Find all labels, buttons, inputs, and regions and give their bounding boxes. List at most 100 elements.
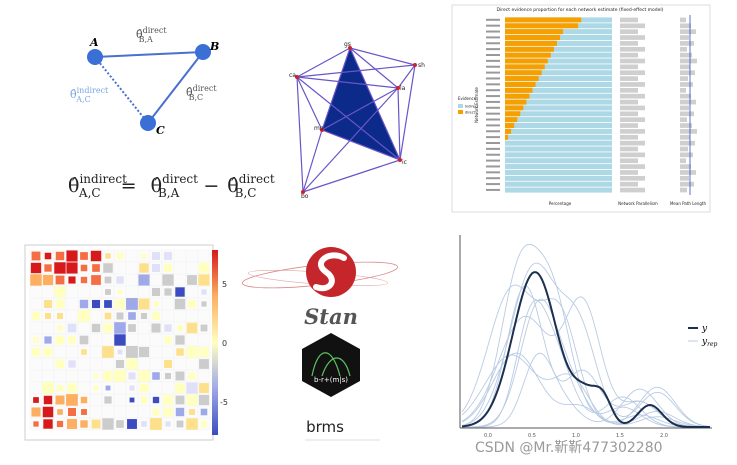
cell-square (54, 262, 66, 274)
legend-swatch (458, 110, 463, 114)
cell (149, 345, 163, 359)
row-gray (620, 46, 645, 52)
cell-square (44, 300, 52, 308)
cell-square (104, 300, 112, 308)
cell-square (152, 408, 160, 416)
cell (65, 345, 79, 359)
cell (125, 333, 139, 347)
text-part: A,C (75, 95, 90, 104)
cell (161, 381, 175, 395)
row-gray (680, 123, 692, 128)
row-gray (680, 105, 689, 111)
edge-label: θ̂direct B,A (136, 26, 167, 44)
cell (173, 357, 187, 371)
cell-square (117, 289, 123, 295)
row-bg (505, 117, 612, 123)
row-gray (620, 176, 645, 181)
edge (94, 51, 204, 58)
cell-square (55, 275, 65, 285)
row-gray (680, 140, 695, 146)
text-part: rep (707, 341, 717, 348)
x-tick-label: 1.5 (616, 433, 624, 439)
row-direct (505, 134, 509, 140)
cell (173, 261, 187, 275)
cell (29, 369, 43, 383)
cell-square (102, 418, 114, 430)
text-part: − (203, 175, 219, 197)
row-gray (680, 52, 692, 58)
cell-square (30, 262, 42, 274)
cell-square (56, 384, 64, 392)
cell-square (68, 360, 76, 368)
cell-square (129, 397, 135, 403)
cell-square (115, 359, 125, 369)
cell-square (186, 382, 198, 394)
row-gray (620, 23, 645, 29)
cell-square (66, 382, 78, 394)
y-label: Network Estimate (474, 87, 479, 123)
row-direct (505, 52, 551, 58)
row-gray (620, 99, 638, 105)
cell (41, 321, 55, 335)
filled-triangle (322, 48, 400, 160)
cell (161, 297, 175, 311)
row-label (486, 130, 500, 133)
cell-square (80, 396, 88, 404)
cell-square (45, 313, 51, 319)
row-label (486, 165, 500, 168)
cell (137, 357, 151, 371)
cell-square (54, 286, 66, 298)
colorbar-tick: -5 (220, 398, 228, 407)
cell-square (200, 420, 208, 428)
row-gray (620, 134, 638, 140)
cell-square (186, 394, 198, 406)
density-curve (461, 285, 710, 428)
row-direct (505, 123, 515, 129)
row-gray (680, 93, 691, 99)
cell-square (151, 323, 161, 333)
cell-square (44, 252, 52, 260)
row-label (486, 95, 500, 98)
row-label (486, 147, 500, 150)
cell-square (164, 288, 172, 296)
edge-label: θ̂indirect A,C (70, 86, 109, 104)
cell (113, 405, 127, 419)
row-gray (620, 140, 645, 146)
row-label (486, 124, 500, 127)
cell (89, 405, 103, 419)
cell-square (199, 359, 209, 369)
cell (29, 381, 43, 395)
cell-square (150, 418, 162, 430)
cell-square (127, 419, 137, 429)
row-gray (620, 17, 638, 23)
cell-square (201, 289, 207, 295)
density-curve (461, 284, 710, 428)
density-curve (462, 299, 710, 428)
cell-square (102, 346, 114, 358)
edge (296, 76, 304, 193)
row-gray (680, 70, 695, 76)
cell-square (176, 420, 184, 428)
brms-label: brms (306, 418, 344, 436)
cell (173, 273, 187, 287)
cell-square (164, 360, 172, 368)
node-label: ca (289, 72, 296, 79)
row-gray (620, 58, 645, 64)
row-label (486, 71, 500, 74)
cell (29, 357, 43, 371)
cell (89, 345, 103, 359)
cell-square (81, 349, 87, 355)
cell-square (164, 372, 172, 380)
text-part: direct (239, 172, 275, 186)
cell (197, 249, 211, 263)
cell-square (91, 419, 101, 429)
row-direct (505, 70, 542, 76)
evidence-chart: Direct evidence proportion for each netw… (451, 4, 711, 213)
cell-square (103, 263, 113, 273)
row-gray (680, 64, 690, 70)
cell-square (31, 347, 41, 357)
row-bg (505, 128, 612, 134)
cell (89, 333, 103, 347)
cell-square (105, 253, 111, 259)
